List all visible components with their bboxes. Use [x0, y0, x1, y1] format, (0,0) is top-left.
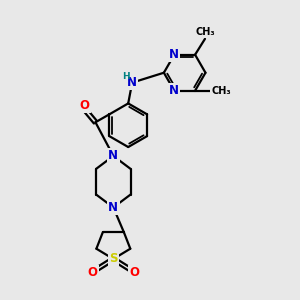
Text: CH₃: CH₃	[195, 27, 215, 37]
Text: N: N	[108, 149, 118, 162]
Text: N: N	[108, 201, 118, 214]
Text: O: O	[129, 266, 139, 279]
Text: O: O	[88, 266, 98, 279]
Text: O: O	[80, 99, 90, 112]
Text: S: S	[109, 253, 118, 266]
Text: CH₃: CH₃	[211, 86, 231, 96]
Text: H: H	[122, 72, 130, 81]
Text: N: N	[127, 76, 137, 89]
Text: N: N	[169, 84, 179, 97]
Text: N: N	[169, 48, 179, 61]
